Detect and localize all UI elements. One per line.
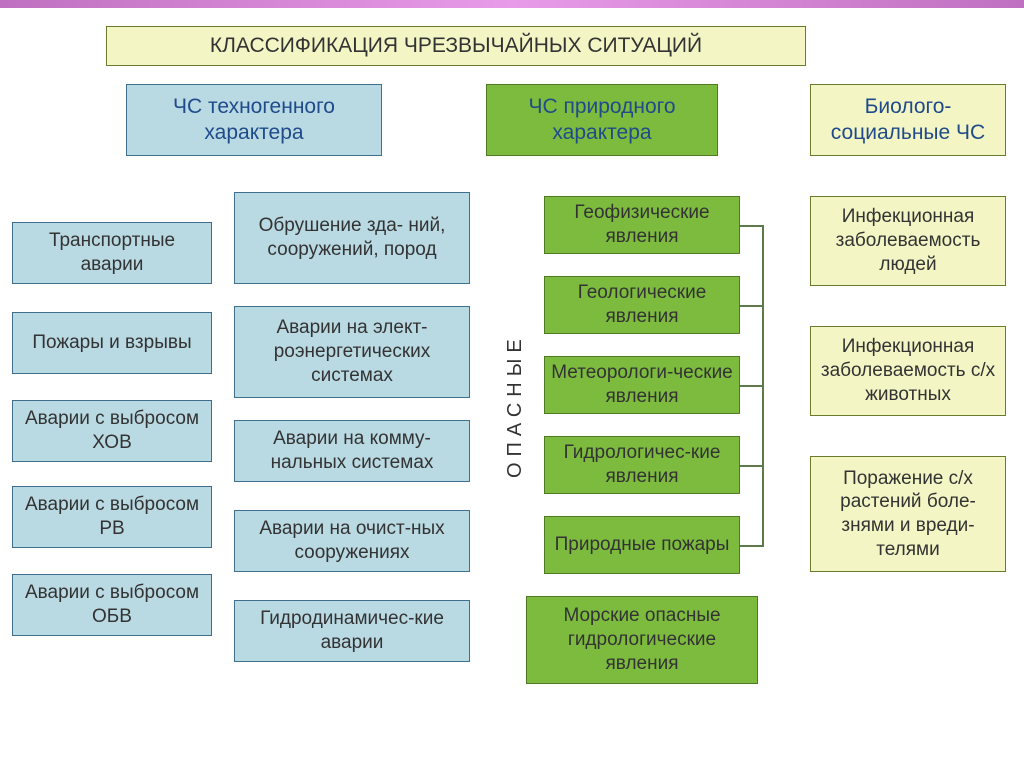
category-box-0: ЧС техногенного характера (126, 84, 382, 156)
category-box-label-0: ЧС техногенного характера (133, 94, 375, 147)
item-box-label-3: Аварии с выбросом ХОВ (19, 407, 205, 455)
item-box-15: Морские опасные гидрологические явления (526, 596, 758, 684)
item-box-label-9: Гидродинамичес-кие аварии (241, 607, 463, 655)
item-box-label-11: Геологические явления (551, 281, 733, 329)
category-box-label-1: ЧС природного характера (493, 94, 711, 147)
top-gradient-bar (0, 0, 1024, 8)
item-box-7: Аварии на комму-нальных системах (234, 420, 470, 482)
item-box-2: Пожары и взрывы (12, 312, 212, 374)
item-box-label-8: Аварии на очист-ных сооружениях (241, 517, 463, 565)
item-box-label-18: Поражение с/х растений боле-знями и вред… (817, 467, 999, 562)
item-box-label-14: Природные пожары (555, 533, 730, 557)
connector-5 (762, 225, 764, 547)
item-box-label-16: Инфекционная заболеваемость людей (817, 205, 999, 276)
item-box-11: Геологические явления (544, 276, 740, 334)
item-box-label-1: Транспортные аварии (19, 229, 205, 277)
title-text: КЛАССИФИКАЦИЯ ЧРЕЗВЫЧАЙНЫХ СИТУАЦИЙ (210, 33, 702, 59)
item-box-4: Аварии с выбросом РВ (12, 486, 212, 548)
category-box-1: ЧС природного характера (486, 84, 718, 156)
item-box-18: Поражение с/х растений боле-знями и вред… (810, 456, 1006, 572)
item-box-6: Аварии на элект-роэнергетических система… (234, 306, 470, 398)
item-box-label-10: Геофизические явления (551, 201, 733, 249)
item-box-8: Аварии на очист-ных сооружениях (234, 510, 470, 572)
connector-1 (740, 305, 764, 307)
item-box-14: Природные пожары (544, 516, 740, 574)
item-box-1: Транспортные аварии (12, 222, 212, 284)
connector-2 (740, 385, 764, 387)
item-box-label-13: Гидрологичес-кие явления (551, 441, 733, 489)
category-box-label-2: Биолого-социальные ЧС (817, 94, 999, 147)
item-box-label-6: Аварии на элект-роэнергетических система… (241, 316, 463, 387)
title-box: КЛАССИФИКАЦИЯ ЧРЕЗВЫЧАЙНЫХ СИТУАЦИЙ (106, 26, 806, 66)
item-box-9: Гидродинамичес-кие аварии (234, 600, 470, 662)
item-box-13: Гидрологичес-кие явления (544, 436, 740, 494)
connector-4 (740, 545, 764, 547)
connector-0 (740, 225, 764, 227)
item-box-12: Метеорологи-ческие явления (544, 356, 740, 414)
item-box-label-17: Инфекционная заболеваемость с/х животных (817, 335, 999, 406)
item-box-label-7: Аварии на комму-нальных системах (241, 427, 463, 475)
vertical-label-opasnye: ОПАСНЫЕ (504, 218, 527, 478)
item-box-0: Обрушение зда- ний, сооружений, пород (234, 192, 470, 284)
item-box-5: Аварии с выбросом ОБВ (12, 574, 212, 636)
item-box-label-5: Аварии с выбросом ОБВ (19, 581, 205, 629)
item-box-label-4: Аварии с выбросом РВ (19, 493, 205, 541)
item-box-10: Геофизические явления (544, 196, 740, 254)
item-box-17: Инфекционная заболеваемость с/х животных (810, 326, 1006, 416)
item-box-label-0: Обрушение зда- ний, сооружений, пород (241, 214, 463, 262)
item-box-label-12: Метеорологи-ческие явления (551, 361, 733, 409)
item-box-label-15: Морские опасные гидрологические явления (533, 604, 751, 675)
connector-3 (740, 465, 764, 467)
item-box-16: Инфекционная заболеваемость людей (810, 196, 1006, 286)
category-box-2: Биолого-социальные ЧС (810, 84, 1006, 156)
item-box-3: Аварии с выбросом ХОВ (12, 400, 212, 462)
item-box-label-2: Пожары и взрывы (32, 331, 191, 355)
